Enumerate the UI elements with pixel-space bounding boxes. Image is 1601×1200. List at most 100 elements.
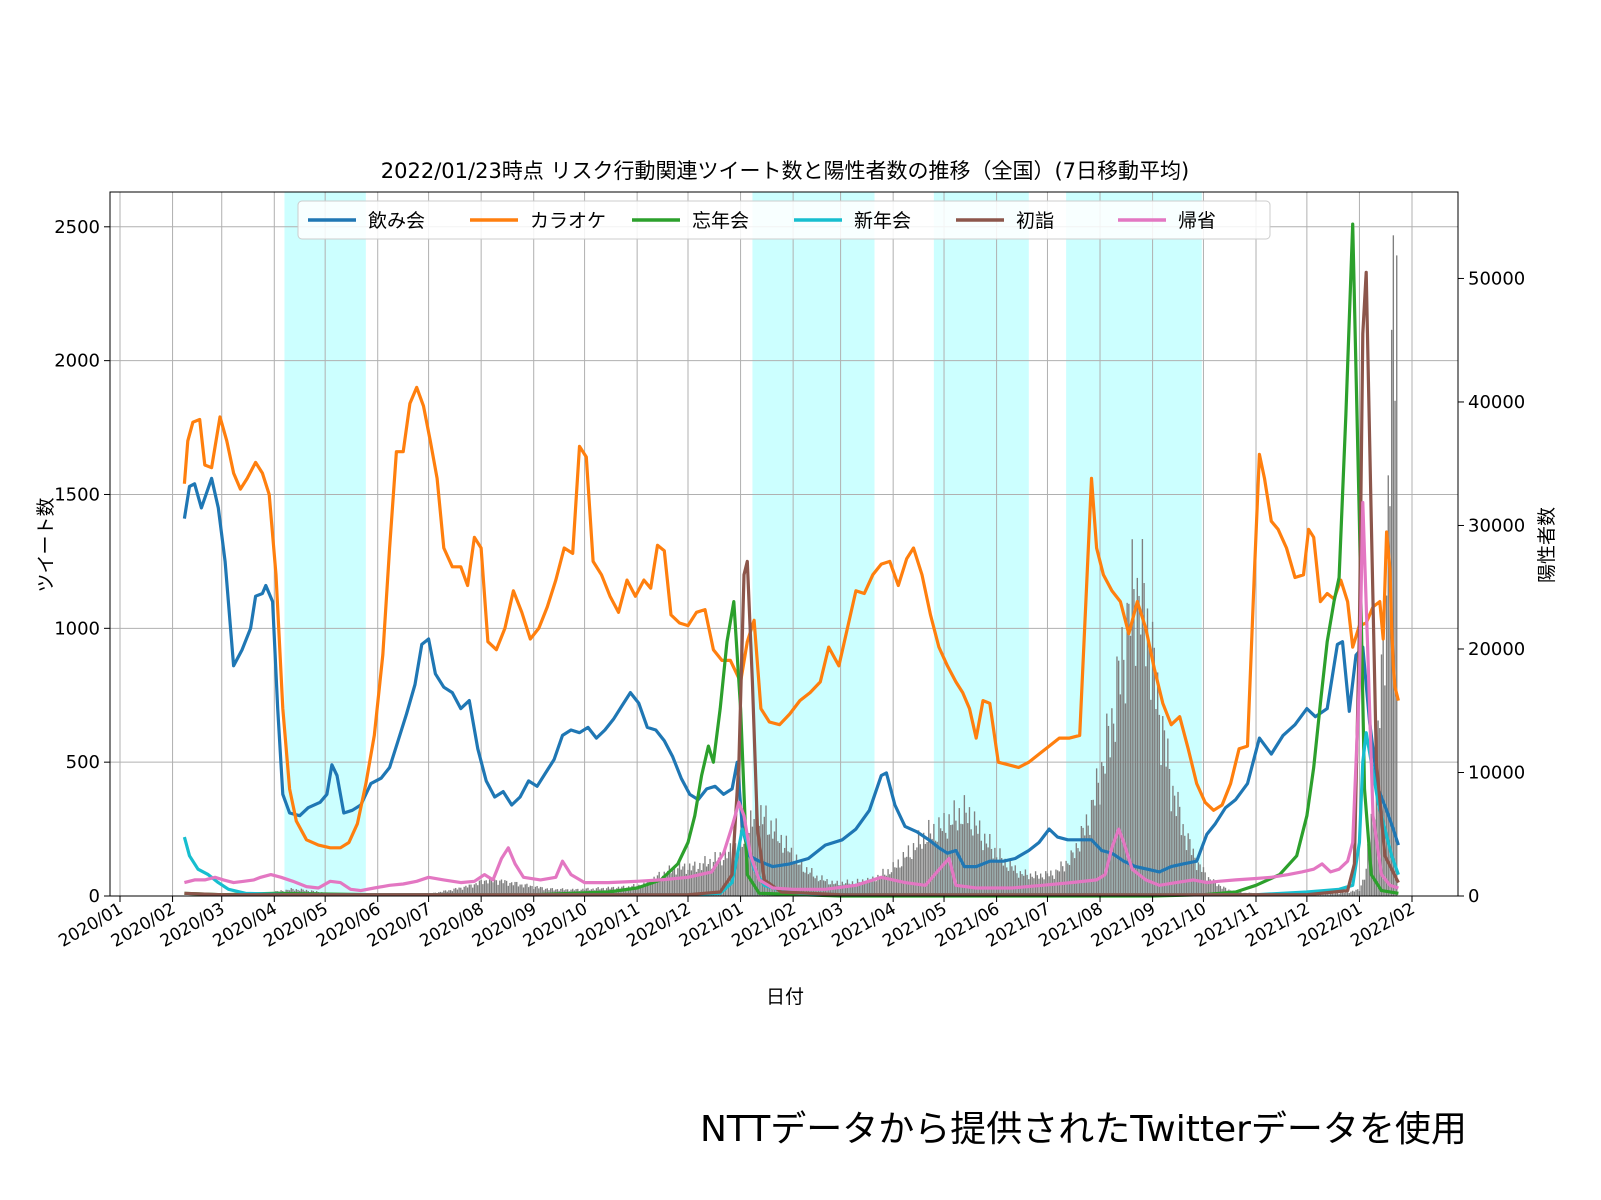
emergency-period-2 [752, 192, 875, 896]
positive-cases-bar [1333, 893, 1335, 896]
positive-cases-bar [963, 795, 966, 896]
positive-cases-bar [933, 823, 935, 896]
positive-cases-bar [880, 875, 882, 896]
positive-cases-bar [1365, 868, 1367, 896]
positive-cases-bar [980, 840, 983, 896]
positive-cases-bar [1019, 871, 1022, 896]
positive-cases-bar [463, 886, 465, 896]
y-axis-label-left: ツイート数 [35, 497, 57, 592]
positive-cases-bar [885, 875, 888, 896]
positive-cases-bar [1016, 873, 1018, 896]
chart-title: 2022/01/23時点 リスク行動関連ツイート数と陽性者数の推移（全国）(7日… [381, 159, 1189, 183]
positive-cases-bar [534, 886, 537, 896]
positive-cases-bar [661, 875, 664, 896]
positive-cases-bar [1119, 694, 1122, 896]
positive-cases-bar [1158, 714, 1161, 896]
y-tick-label-left: 2500 [54, 217, 100, 238]
positive-cases-bar [705, 866, 708, 896]
positive-cases-bar [1084, 835, 1086, 896]
positive-cases-bar [461, 889, 464, 896]
positive-cases-bar [460, 887, 462, 896]
positive-cases-bar [978, 820, 981, 896]
series-line-帰省 [183, 500, 1399, 893]
positive-cases-bar [1148, 647, 1150, 896]
series-line-新年会 [182, 731, 1400, 897]
positive-cases-bar [1323, 894, 1325, 896]
positive-cases-bar [1190, 855, 1193, 896]
positive-cases-bar [470, 884, 472, 896]
positive-cases-bar [677, 868, 679, 896]
positive-cases-bar [1078, 851, 1081, 896]
positive-cases-bar [500, 879, 503, 896]
positive-cases-bar [763, 816, 765, 896]
positive-cases-bar [507, 885, 509, 896]
positive-cases-bar [1072, 852, 1074, 896]
positive-cases-bar [687, 869, 689, 896]
positive-cases-bar [1355, 889, 1357, 896]
positive-cases-bar [541, 887, 543, 896]
positive-cases-bar [939, 828, 942, 896]
positive-cases-bar [497, 884, 499, 896]
positive-cases-bar [860, 882, 862, 896]
positive-cases-bar [697, 868, 699, 896]
positive-cases-bar [1329, 893, 1332, 896]
positive-cases-bar [1374, 819, 1376, 896]
positive-cases-bar [1385, 595, 1388, 896]
positive-cases-bar [865, 883, 867, 896]
positive-cases-bar [477, 885, 479, 896]
positive-cases-bar [717, 857, 720, 896]
positive-cases-bar [1387, 475, 1389, 896]
positive-cases-bar [1207, 877, 1210, 896]
positive-cases-bar [1204, 872, 1206, 896]
positive-cases-bar [526, 883, 528, 896]
positive-cases-bar [1348, 892, 1350, 896]
legend-label: 新年会 [854, 210, 911, 232]
positive-cases-bar [965, 812, 967, 896]
positive-cases-bar [1062, 866, 1064, 896]
positive-cases-bar [794, 863, 796, 896]
positive-cases-bar [651, 881, 654, 896]
positive-cases-bar [519, 884, 521, 896]
positive-cases-bar [1136, 577, 1139, 896]
positive-cases-bar [638, 884, 640, 896]
positive-cases-bar [1340, 892, 1342, 896]
positive-cases-bar [702, 863, 704, 896]
positive-cases-bar [1021, 874, 1023, 896]
positive-cases-bar [973, 811, 976, 896]
positive-cases-bar [1126, 602, 1128, 896]
positive-cases-bar [951, 824, 954, 896]
positive-cases-bar [889, 874, 891, 896]
positive-cases-bar [1073, 858, 1076, 896]
positive-cases-bar [510, 882, 513, 896]
positive-cases-bar [1165, 766, 1167, 896]
positive-cases-bar [902, 852, 905, 896]
positive-cases-bar [1053, 878, 1055, 896]
positive-cases-bar [916, 847, 918, 896]
positive-cases-bar [741, 846, 743, 896]
positive-cases-bar [711, 868, 713, 896]
positive-cases-bar [843, 884, 845, 896]
positive-cases-bar [1173, 795, 1176, 896]
positive-cases-bar [483, 880, 486, 896]
positive-cases-bar [1106, 713, 1108, 896]
positive-cases-bar [787, 851, 789, 896]
positive-cases-bar [549, 888, 552, 896]
positive-cases-bar [689, 863, 691, 896]
positive-cases-bar [1360, 885, 1362, 896]
positive-cases-bar [1335, 893, 1337, 896]
positive-cases-bar [471, 887, 474, 896]
positive-cases-bar [539, 886, 542, 896]
positive-cases-bar [1089, 834, 1091, 896]
legend: 飲み会 カラオケ 忘年会 新年会 初詣 帰省 [297, 200, 1271, 240]
positive-cases-bar [1219, 885, 1222, 896]
positive-cases-bar [634, 887, 637, 896]
x-axis-label: 日付 [766, 986, 804, 1008]
positive-cases-bar [1080, 825, 1083, 896]
positive-cases-bar [943, 813, 945, 896]
positive-cases-bar [631, 885, 633, 896]
positive-cases-bar [921, 848, 923, 896]
positive-cases-bar [1321, 894, 1323, 896]
legend-label: 帰省 [1178, 210, 1216, 232]
positive-cases-bar [1336, 893, 1339, 896]
